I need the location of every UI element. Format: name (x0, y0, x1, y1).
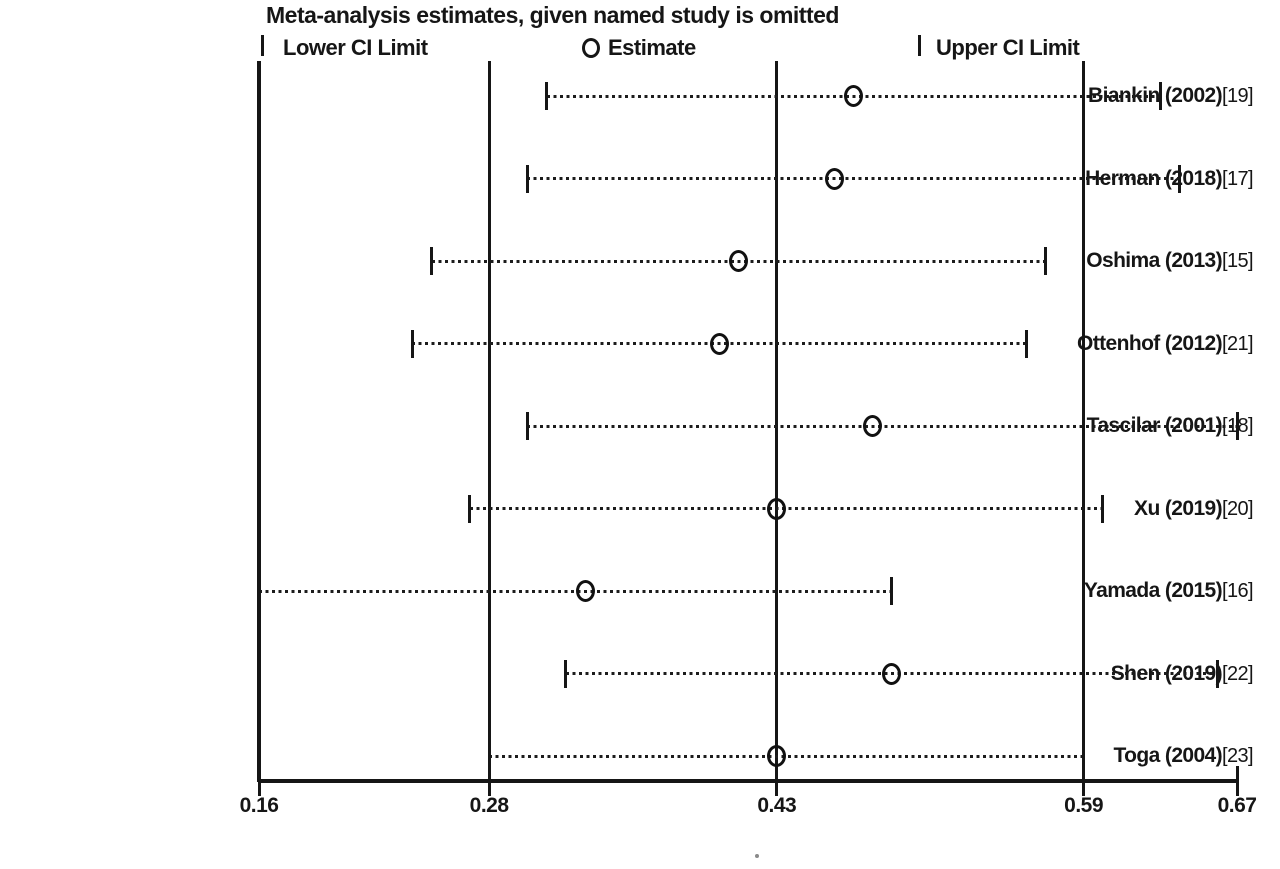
lower-ci-tick (410, 329, 414, 358)
estimate-marker (767, 497, 787, 520)
lower-ci-tick-icon (261, 35, 264, 56)
lower-ci-tick (525, 412, 529, 440)
upper-ci-tick (1177, 164, 1181, 193)
estimate-marker (882, 662, 902, 685)
lower-ci-tick (257, 577, 261, 605)
x-axis-right-stub (1236, 766, 1239, 780)
ci-dotted-line (469, 507, 1103, 510)
x-axis-tick (775, 782, 779, 796)
upper-ci-tick (1082, 742, 1086, 770)
study-citation-ref: [20] (1222, 497, 1254, 520)
x-axis-line (259, 779, 1239, 783)
upper-ci-tick-icon (918, 35, 921, 56)
x-axis-tick (1235, 782, 1239, 796)
upper-ci-tick (1158, 82, 1162, 110)
x-axis-tick-label: 0.59 (1064, 794, 1104, 817)
lower-ci-tick (525, 164, 529, 193)
reference-line-lower (487, 61, 491, 782)
study-citation-ref: [17] (1222, 167, 1254, 190)
study-label: Yamada (2015)[16] (1083, 575, 1254, 607)
study-label: Toga (2004)[23] (1113, 740, 1253, 772)
upper-ci-tick (1235, 412, 1239, 440)
estimate-marker (843, 85, 863, 107)
lower-ci-tick (564, 659, 568, 688)
y-axis-line (257, 61, 261, 782)
x-axis-tick-label: 0.67 (1217, 794, 1257, 817)
x-axis-tick-label: 0.43 (757, 794, 797, 817)
study-label: Xu (2019)[20] (1134, 493, 1254, 525)
study-citation-ref: [19] (1222, 85, 1254, 107)
ci-dotted-line (259, 589, 892, 593)
x-axis-tick (487, 782, 491, 796)
estimate-marker (824, 167, 844, 190)
reference-line-upper (1082, 61, 1086, 782)
stray-dot-artifact (755, 854, 759, 858)
upper-ci-tick (890, 577, 894, 605)
study-name: Oshima (2013) (1086, 249, 1223, 272)
estimate-marker (767, 745, 787, 767)
lower-ci-tick (545, 82, 549, 110)
ci-dotted-line (527, 177, 1180, 180)
x-axis-tick-label: 0.28 (469, 794, 509, 817)
upper-ci-tick (1101, 494, 1105, 523)
legend-estimate-label: Estimate (608, 35, 696, 60)
estimate-marker (709, 332, 729, 355)
study-citation-ref: [16] (1222, 580, 1254, 602)
study-name: Xu (2019) (1134, 496, 1223, 520)
study-citation-ref: [15] (1222, 250, 1254, 272)
x-axis-tick (257, 782, 261, 796)
ci-dotted-line (527, 424, 1237, 428)
legend-lower-ci-label: Lower CI Limit (283, 35, 428, 60)
x-axis-tick (1082, 782, 1086, 796)
estimate-marker (575, 580, 595, 602)
study-label: Oshima (2013)[15] (1086, 245, 1253, 277)
estimate-marker (728, 250, 748, 272)
lower-ci-tick (468, 494, 472, 523)
study-citation-ref: [21] (1222, 332, 1254, 355)
estimate-marker (863, 415, 883, 437)
reference-line-estimate (775, 61, 779, 782)
upper-ci-tick (1024, 329, 1028, 358)
lower-ci-tick (430, 247, 434, 275)
study-citation-ref: [22] (1222, 662, 1254, 685)
study-label: Ottenhof (2012)[21] (1077, 328, 1254, 360)
study-name: Ottenhof (2012) (1077, 331, 1223, 355)
chart-title: Meta-analysis estimates, given named stu… (266, 2, 839, 28)
estimate-circle-icon (582, 38, 600, 58)
upper-ci-tick (1216, 659, 1220, 688)
ci-dotted-line (489, 754, 1084, 758)
legend-upper-ci-label: Upper CI Limit (936, 35, 1080, 60)
study-name: Toga (2004) (1113, 744, 1223, 767)
study-citation-ref: [23] (1222, 745, 1254, 767)
x-axis-tick-label: 0.16 (239, 794, 279, 817)
study-name: Yamada (2015) (1083, 579, 1223, 602)
lower-ci-tick (487, 742, 491, 770)
upper-ci-tick (1043, 247, 1047, 275)
